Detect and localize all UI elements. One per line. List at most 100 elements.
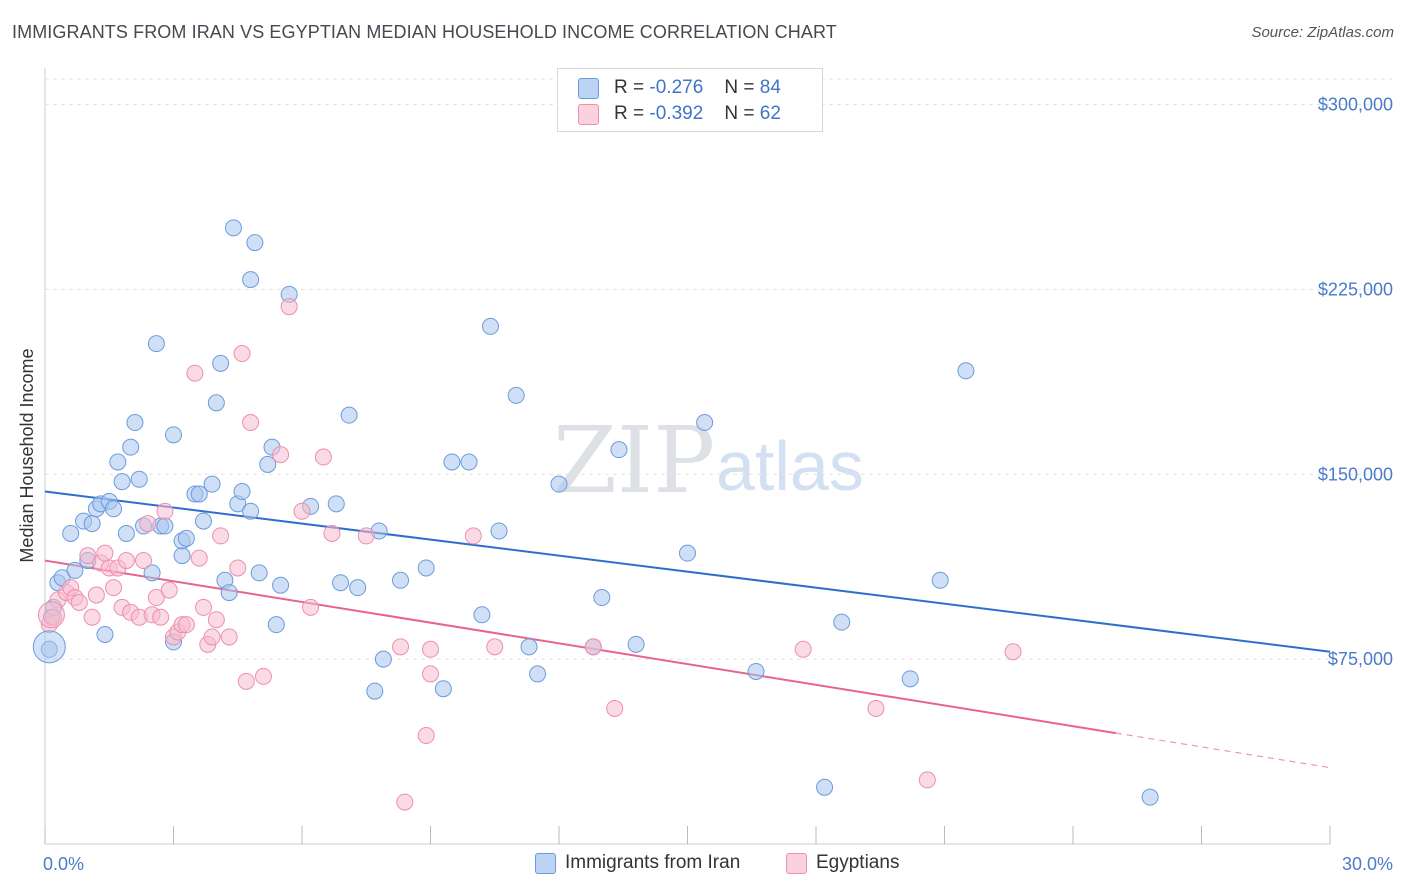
point-iran: [349, 579, 367, 597]
point-egyptians: [323, 524, 341, 542]
x-tick-label: 30.0%: [1342, 854, 1393, 874]
point-egyptians: [422, 640, 439, 658]
point-egyptians: [117, 552, 135, 570]
point-egyptians: [139, 515, 157, 533]
point-iran: [83, 515, 101, 533]
point-egyptians: [70, 593, 88, 611]
point-egyptians: [417, 727, 435, 745]
point-iran: [392, 571, 410, 589]
point-egyptians: [186, 364, 204, 382]
point-iran: [272, 576, 290, 594]
legend-r-value: -0.392: [649, 103, 704, 124]
point-iran: [747, 662, 765, 680]
point-egyptians: [302, 598, 320, 616]
legend-swatch-iran: [535, 853, 556, 874]
point-iran: [126, 414, 144, 432]
point-egyptians: [194, 598, 212, 616]
point-egyptians: [233, 345, 251, 363]
point-iran: [156, 517, 174, 535]
point-egyptians: [156, 502, 174, 520]
gridlines: [45, 78, 1392, 660]
point-iran: [173, 547, 191, 565]
point-egyptians: [357, 527, 375, 545]
point-egyptians-large: [37, 601, 65, 629]
point-egyptians: [486, 638, 504, 656]
point-iran: [550, 475, 568, 493]
point-iran: [507, 386, 525, 404]
point-egyptians: [794, 640, 812, 658]
point-egyptians: [87, 586, 105, 604]
point-iran: [696, 414, 714, 432]
point-iran: [259, 455, 277, 473]
legend-label-iran: Immigrants from Iran: [565, 852, 741, 873]
point-iran: [417, 559, 435, 577]
point-iran: [627, 635, 645, 653]
point-iran: [177, 529, 195, 547]
legend-n-value: 84: [759, 77, 781, 98]
legend-r-value: -0.276: [649, 77, 704, 98]
point-iran: [96, 625, 114, 643]
point-iran: [143, 564, 161, 582]
axes: [44, 68, 1331, 845]
point-iran: [212, 354, 230, 372]
legend-n-label: N =: [724, 103, 755, 124]
watermark-zip: ZIP: [553, 407, 715, 514]
point-iran: [117, 524, 135, 542]
source-credit: Source: ZipAtlas.com: [1251, 24, 1394, 41]
point-egyptians: [918, 771, 936, 789]
legend-r-label: R =: [614, 103, 645, 124]
point-iran: [113, 473, 131, 491]
point-egyptians: [207, 611, 225, 629]
point-iran: [62, 524, 80, 542]
trend-line-egyptians-extrapolated: [1115, 732, 1331, 769]
point-iran: [224, 219, 242, 237]
legend-n-label: N =: [724, 77, 755, 98]
point-iran: [1141, 788, 1159, 806]
x-tick-label: 0.0%: [43, 854, 84, 874]
point-iran: [340, 406, 358, 424]
data-points: [32, 219, 1159, 811]
trend-lines: [44, 490, 1331, 769]
trend-line-iran: [44, 490, 1331, 653]
point-iran: [242, 502, 260, 520]
point-egyptians: [79, 547, 97, 565]
point-iran: [529, 665, 547, 683]
point-iran: [267, 616, 285, 634]
point-iran: [165, 426, 182, 444]
point-egyptians: [220, 628, 238, 646]
point-iran-large: [32, 630, 66, 664]
point-iran: [593, 589, 611, 607]
point-iran: [250, 564, 268, 582]
point-iran: [242, 271, 260, 289]
y-tick-label: $300,000: [1318, 95, 1393, 115]
point-iran: [520, 638, 538, 656]
point-iran: [233, 483, 251, 501]
point-egyptians: [203, 628, 221, 646]
legend-label-egypt: Egyptians: [816, 852, 900, 873]
point-iran: [105, 500, 123, 518]
point-iran: [610, 441, 628, 459]
point-iran: [957, 362, 975, 380]
point-iran: [246, 234, 264, 252]
y-axis-title: Median Household Income: [17, 348, 37, 562]
point-iran: [147, 335, 165, 353]
point-egyptians: [96, 544, 114, 562]
point-egyptians: [293, 502, 311, 520]
point-egyptians: [606, 699, 624, 717]
point-iran: [816, 778, 834, 796]
point-egyptians: [212, 527, 230, 545]
point-egyptians: [177, 616, 195, 634]
point-iran: [374, 650, 392, 668]
y-tick-label: $75,000: [1328, 649, 1393, 669]
point-egyptians: [584, 638, 602, 656]
watermark: ZIP atlas: [553, 407, 864, 514]
point-egyptians: [464, 527, 482, 545]
point-iran: [109, 453, 127, 471]
point-iran: [481, 317, 499, 335]
point-egyptians: [272, 446, 290, 464]
point-egyptians: [160, 581, 178, 599]
legend-n-value: 62: [759, 103, 781, 124]
point-iran: [190, 485, 208, 503]
point-iran: [332, 574, 350, 592]
point-egyptians: [422, 665, 439, 683]
